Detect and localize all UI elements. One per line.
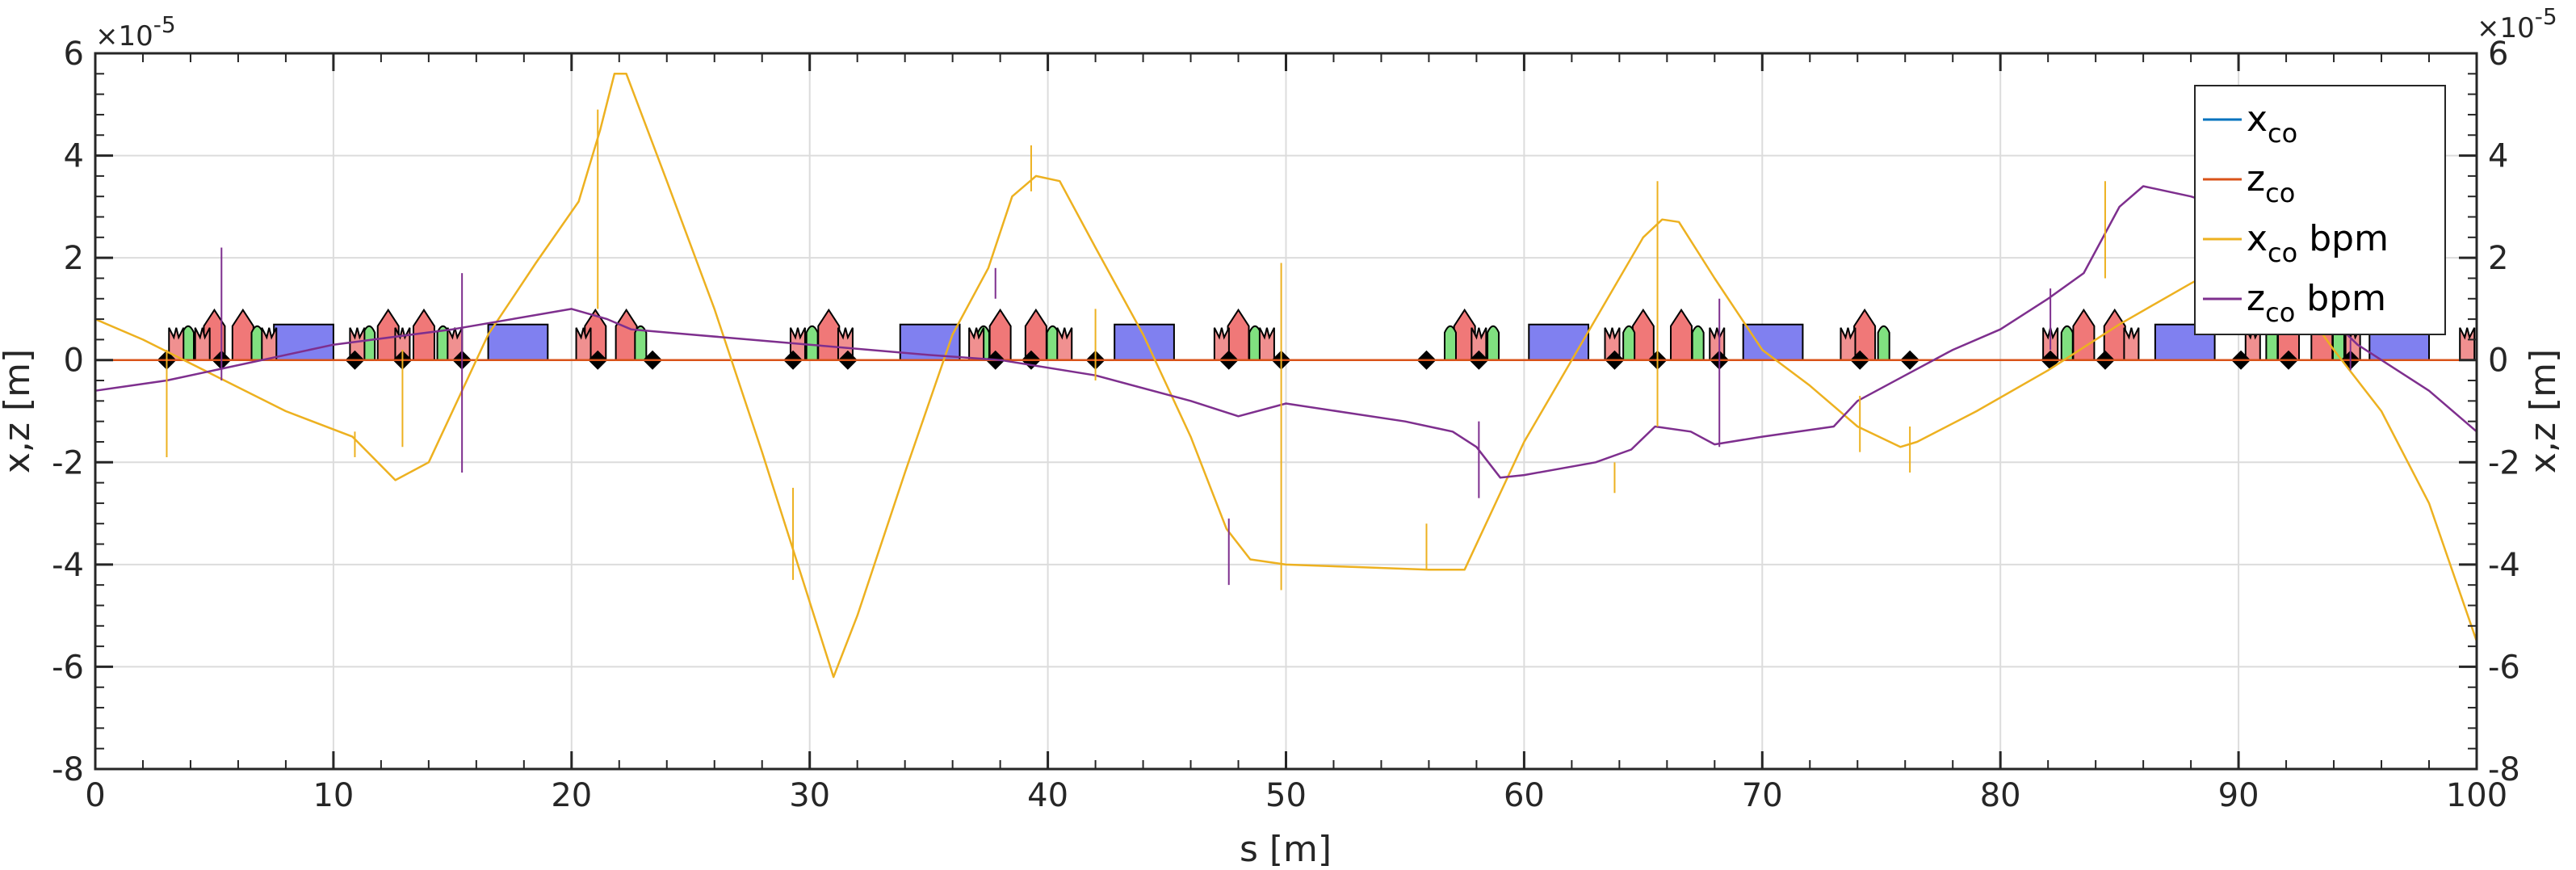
x-tick-label: 70 (1742, 777, 1783, 814)
dipole-magnet (1114, 323, 1175, 361)
y-exponent-right: ×10-5 (2477, 3, 2557, 44)
y-tick-label-right: -2 (2488, 444, 2520, 481)
multipole-magnet (1056, 327, 1073, 361)
x-tick-label: 0 (85, 777, 105, 814)
legend-box (2194, 85, 2446, 335)
sextupole-magnet (2060, 325, 2074, 361)
legend: xco zco xco bpm zco bpm (2194, 85, 2446, 335)
multipole-magnet (261, 327, 278, 361)
y-tick-label-left: 6 (64, 36, 84, 73)
legend-entry: zco bpm (2247, 278, 2386, 328)
legend-entry: xco (2247, 99, 2297, 149)
y-tick-label-right: 4 (2488, 138, 2508, 175)
y-tick-label-left: 0 (64, 343, 84, 380)
axis-ticks: 0 10 20 30 40 50 60 70 80 90 100-8 -8-6 -6-4 -4-2 -20 0… (52, 36, 2520, 814)
y-tick-label-right: -8 (2488, 751, 2520, 788)
multipole-magnet (194, 327, 211, 361)
sextupole-magnet (805, 325, 819, 361)
sextupole-magnet (1877, 325, 1890, 361)
series-lines (94, 73, 2478, 679)
dipole-magnet (1528, 323, 1590, 361)
x-tick-label: 100 (2446, 777, 2507, 814)
dipole-magnet (487, 323, 549, 361)
sextupole-magnet (634, 325, 648, 361)
y-tick-label-left: -6 (52, 649, 84, 686)
y-tick-label-left: -8 (52, 751, 84, 788)
sextupole-magnet (1443, 325, 1457, 361)
y-tick-label-right: 2 (2488, 240, 2508, 277)
x-tick-label: 10 (313, 777, 354, 814)
multipole-magnet (1471, 327, 1487, 361)
series-line-x_co-bpm (94, 73, 2478, 679)
y-exponent-left-power: -5 (153, 11, 176, 38)
y-exponent-right-power: -5 (2535, 3, 2557, 30)
y-tick-label-right: 0 (2488, 343, 2508, 380)
y-tick-label-right: -4 (2488, 547, 2520, 584)
y-axis-label-right: x,z [m] (2523, 349, 2564, 473)
multipole-magnet (1840, 327, 1856, 361)
sextupole-magnet (1691, 325, 1705, 361)
multipole-magnet (1258, 327, 1275, 361)
x-tick-label: 60 (1504, 777, 1545, 814)
multipole-magnet (575, 327, 592, 361)
series-line-z_co-bpm (94, 185, 2477, 479)
dipole-magnet (1742, 323, 1804, 361)
y-tick-label-left: 2 (64, 240, 84, 277)
sextupole-magnet (1487, 325, 1500, 361)
y-axis-label-left: x,z [m] (0, 349, 38, 473)
x-tick-label: 40 (1027, 777, 1068, 814)
y-exponent-left: ×10-5 (95, 11, 176, 53)
multipole-magnet (968, 327, 985, 361)
y-tick-label-left: -2 (52, 444, 84, 481)
x-tick-label: 50 (1265, 777, 1307, 814)
multipole-magnet (2459, 327, 2476, 361)
x-tick-label: 90 (2218, 777, 2259, 814)
legend-entry: xco bpm (2247, 218, 2389, 268)
x-tick-label: 20 (551, 777, 592, 814)
y-tick-label-right: 6 (2488, 36, 2508, 73)
dipole-magnet (273, 323, 334, 361)
multipole-magnet (2123, 327, 2140, 361)
x-tick-label: 30 (789, 777, 830, 814)
y-tick-label-left: 4 (64, 138, 84, 175)
x-tick-label: 80 (1980, 777, 2021, 814)
multipole-magnet (168, 327, 185, 361)
y-tick-label-left: -4 (52, 547, 84, 584)
x-axis-label: s [m] (1240, 829, 1332, 870)
y-tick-label-right: -6 (2488, 649, 2520, 686)
sextupole-magnet (1622, 325, 1636, 361)
legend-entry: zco (2247, 158, 2295, 208)
